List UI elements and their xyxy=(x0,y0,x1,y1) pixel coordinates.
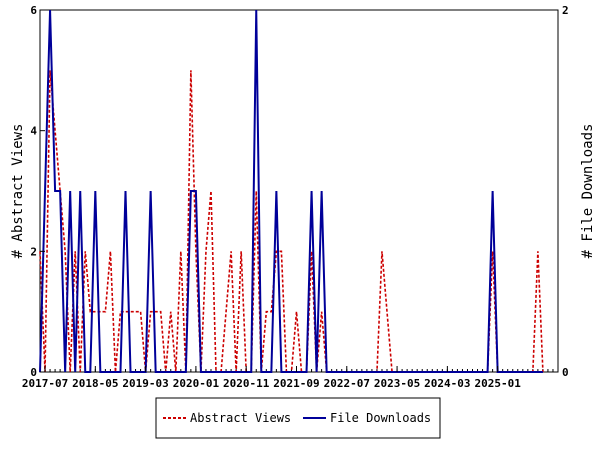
x-tick-label: 2024-03 xyxy=(424,377,470,390)
y-left-tick-label: 2 xyxy=(30,245,37,258)
y-left-tick-label: 4 xyxy=(30,125,37,138)
series-line-abstract-views xyxy=(39,70,544,373)
x-tick-label: 2023-05 xyxy=(374,377,420,390)
series-line-file-downloads xyxy=(39,9,543,373)
x-tick-label: 2022-07 xyxy=(324,377,370,390)
series-layer xyxy=(39,9,544,373)
y-right-ticks: 02 xyxy=(553,4,569,379)
right-axis-title: # File Downloads xyxy=(580,124,596,259)
y-left-tick-label: 6 xyxy=(30,4,37,17)
legend-label-file-downloads: File Downloads xyxy=(330,411,431,425)
x-ticks: 2017-07 2018-05 2019-03 2020-01 2020-11 2021-… xyxy=(22,366,521,390)
legend-label-abstract-views: Abstract Views xyxy=(190,411,291,425)
left-axis-title: # Abstract Views xyxy=(10,124,26,259)
legend: Abstract Views File Downloads xyxy=(155,397,441,439)
x-tick-label: 2017-07 xyxy=(22,377,68,390)
y-left-ticks: 0 2 4 6 xyxy=(30,4,45,379)
x-tick-label: 2020-01 xyxy=(173,377,220,390)
plot-frame xyxy=(39,9,559,373)
legend-box xyxy=(155,397,441,439)
x-tick-label: 2021-09 xyxy=(273,377,319,390)
x-tick-label: 2020-11 xyxy=(223,377,270,390)
x-tick-label: 2025-01 xyxy=(474,377,521,390)
y-right-tick-label: 2 xyxy=(562,4,569,17)
y-left-tick-label: 0 xyxy=(30,366,37,379)
y-right-tick-label: 0 xyxy=(562,366,569,379)
x-tick-label: 2018-05 xyxy=(72,377,118,390)
x-tick-label: 2019-03 xyxy=(122,377,168,390)
